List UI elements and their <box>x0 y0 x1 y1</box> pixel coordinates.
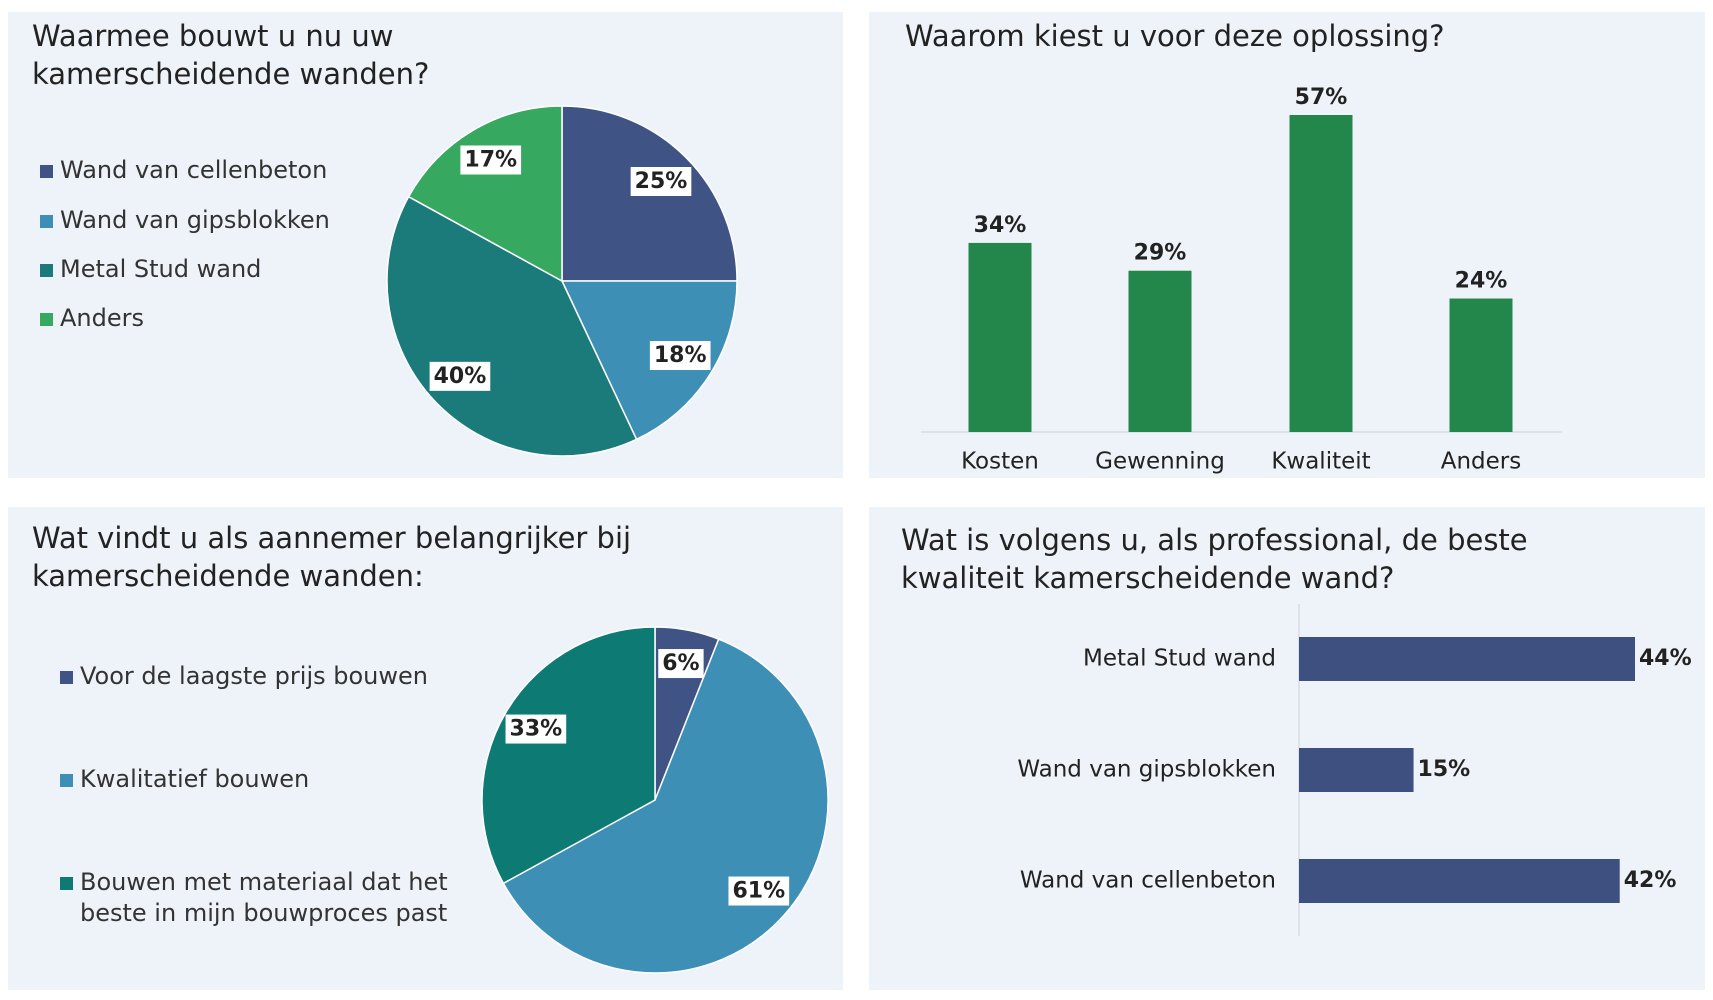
data-label: 17% <box>464 147 517 172</box>
x-tick-label: Kosten <box>961 449 1039 475</box>
legend-label: Voor de laagste prijs bouwen <box>80 662 428 690</box>
chart-title: Waarom kiest u voor deze oplossing? <box>905 19 1445 53</box>
x-tick-label: Anders <box>1441 449 1522 475</box>
chart-title: Wat vindt u als aannemer belangrijker bi… <box>32 521 632 593</box>
legend-swatch <box>60 774 73 787</box>
data-label: 24% <box>1455 269 1508 294</box>
bar <box>1449 298 1513 432</box>
data-label: 57% <box>1295 85 1348 110</box>
data-label-bg <box>630 167 692 197</box>
pie-slice <box>407 105 563 283</box>
data-label: 42% <box>1624 868 1677 893</box>
chart-title-box: Waarom kiest u voor deze oplossing? <box>905 19 1445 53</box>
data-label: 33% <box>510 717 563 742</box>
chart-title: Waarmee bouwt u nu uw kamerscheidende wa… <box>32 19 430 91</box>
legend-label: Kwalitatief bouwen <box>80 765 310 793</box>
bar <box>1128 270 1192 432</box>
chart-title: Wat is volgens u, als professional, de b… <box>901 523 1528 595</box>
pie-slice <box>560 280 738 441</box>
legend-swatch <box>40 313 53 326</box>
bar <box>968 242 1032 432</box>
legend-swatch <box>60 671 73 684</box>
legend-swatch <box>40 215 53 228</box>
pie-slice <box>481 626 656 885</box>
data-label: 29% <box>1134 241 1187 266</box>
legend-swatch <box>40 165 53 178</box>
data-label-bg <box>429 361 491 391</box>
chart-title-box: Waarmee bouwt u nu uw kamerscheidende wa… <box>32 19 430 91</box>
x-tick-label: Gewenning <box>1095 449 1225 475</box>
legend-label: Wand van gipsblokken <box>60 206 330 234</box>
bar <box>1299 637 1635 681</box>
x-tick-label: Kwaliteit <box>1271 449 1370 475</box>
legend-label: Metal Stud wand <box>60 255 262 283</box>
data-label: 6% <box>662 651 699 676</box>
pie-slice <box>386 195 638 457</box>
legend-label-box: Wand van gipsblokken <box>60 206 330 234</box>
legend-label-box: Anders <box>60 304 144 332</box>
legend-label-box: Voor de laagste prijs bouwen <box>80 662 428 690</box>
bar <box>1289 115 1353 432</box>
bar <box>1299 859 1620 903</box>
y-tick-label: Wand van gipsblokken <box>1017 757 1276 783</box>
legend-swatch <box>60 877 73 890</box>
data-label: 15% <box>1418 757 1471 782</box>
legend-label-box: Bouwen met materiaal dat het beste in mi… <box>80 868 448 928</box>
chart-title-box: Wat is volgens u, als professional, de b… <box>901 523 1528 595</box>
bar <box>1299 748 1414 792</box>
data-label-bg <box>460 145 522 175</box>
data-label: 25% <box>635 169 688 194</box>
legend-swatch <box>40 264 53 277</box>
y-tick-label: Metal Stud wand <box>1083 646 1276 672</box>
data-label-bg <box>505 714 567 744</box>
legend-label: Bouwen met materiaal dat het beste in mi… <box>80 868 448 928</box>
data-label-bg <box>649 341 711 371</box>
data-label: 61% <box>732 879 785 904</box>
legend-label: Wand van cellenbeton <box>60 156 328 184</box>
legend-label-box: Metal Stud wand <box>60 255 262 283</box>
legend-label-box: Wand van cellenbeton <box>60 156 328 184</box>
y-tick-label: Wand van cellenbeton <box>1020 868 1276 894</box>
legend-label: Anders <box>60 304 144 332</box>
chart-title-box: Wat vindt u als aannemer belangrijker bi… <box>32 521 632 593</box>
legend-label-box: Kwalitatief bouwen <box>80 765 310 793</box>
data-label: 44% <box>1639 646 1692 671</box>
data-label: 18% <box>654 343 707 368</box>
panel <box>869 507 1705 990</box>
data-label: 40% <box>434 364 487 389</box>
data-label-bg <box>728 876 790 906</box>
data-label-bg <box>658 649 704 679</box>
data-label: 34% <box>974 213 1027 238</box>
